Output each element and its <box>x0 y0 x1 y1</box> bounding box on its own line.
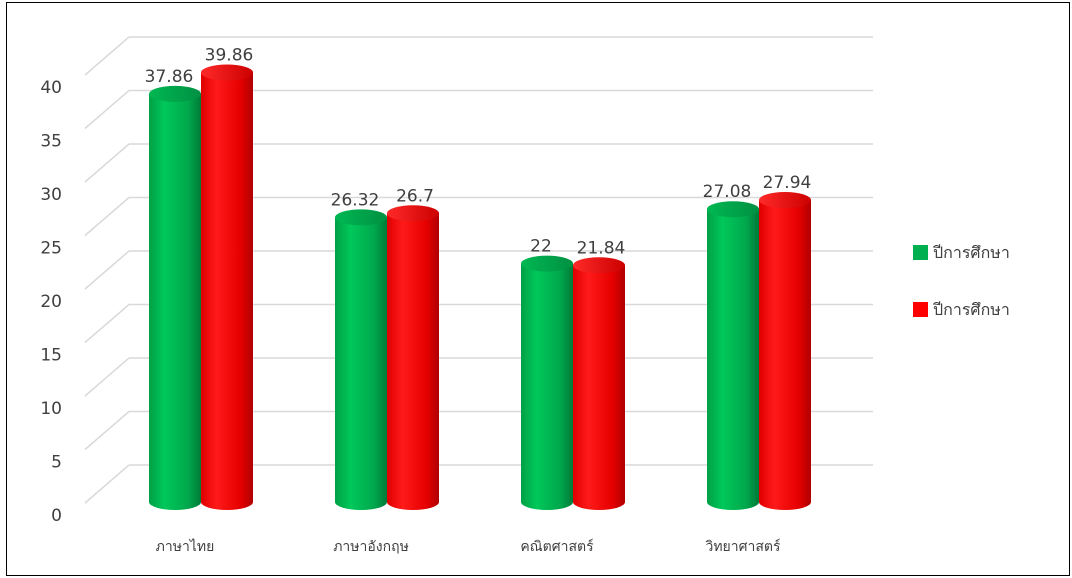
gridline-diagonal <box>84 36 130 76</box>
data-label: 39.86 <box>205 45 254 65</box>
bar-body <box>201 72 253 511</box>
bar-body <box>387 213 439 510</box>
bar-body <box>335 217 387 510</box>
bar-body <box>149 93 201 510</box>
bar-body <box>707 209 759 510</box>
bar-body <box>573 265 625 510</box>
bar-body <box>521 263 573 510</box>
y-tick-label: 5 <box>51 453 62 473</box>
data-label: 26.7 <box>396 186 434 206</box>
bar-body <box>759 200 811 511</box>
legend-swatch <box>913 302 928 317</box>
y-tick-label: 30 <box>40 185 62 205</box>
data-label: 22 <box>530 237 552 257</box>
gridline-diagonal <box>84 357 130 397</box>
bar-cap <box>707 201 759 218</box>
bar-cap <box>521 255 573 272</box>
gridline-diagonal <box>84 250 130 290</box>
category-label: ภาษาอังกฤษ <box>333 539 409 555</box>
y-tick-label: 25 <box>40 239 62 259</box>
data-label: 27.08 <box>703 182 752 202</box>
bar-3-1 <box>759 192 811 511</box>
bar-1-0 <box>335 209 387 510</box>
gridline-diagonal <box>84 196 130 237</box>
bar-cap <box>573 257 625 274</box>
bar-0-0 <box>149 85 201 510</box>
bar-0-1 <box>201 64 253 511</box>
bar-2-1 <box>573 257 625 510</box>
gridline-40 <box>84 36 873 76</box>
y-axis-tick-labels: 0 5 10 15 20 25 30 35 40 <box>40 78 62 526</box>
gridline-diagonal <box>84 464 130 504</box>
bar-cap <box>759 192 811 209</box>
y-tick-label: 0 <box>51 506 62 526</box>
x-axis-category-labels: ภาษาไทย ภาษาอังกฤษ คณิตศาสตร์ วิทยาศาสตร์ <box>156 538 781 555</box>
bar-chart: 0 5 10 15 20 25 30 35 40 37.86 39.86 26.32 26.7 22 21… <box>40 36 1010 555</box>
bar-3-0 <box>707 201 759 510</box>
legend-item-0: ปีการศึกษา <box>913 243 1010 262</box>
bar-cap <box>149 85 201 102</box>
y-tick-label: 35 <box>40 132 62 152</box>
y-tick-label: 15 <box>40 346 62 366</box>
gridline-diagonal <box>84 303 130 344</box>
data-label: 27.94 <box>763 173 812 193</box>
gridline-diagonal <box>84 143 130 183</box>
gridline-diagonal <box>84 89 130 130</box>
bars <box>149 64 811 511</box>
y-tick-label: 10 <box>40 399 62 419</box>
legend-label: ปีการศึกษา <box>933 300 1010 319</box>
bar-cap <box>201 64 253 81</box>
category-label: ภาษาไทย <box>156 538 215 555</box>
chart-frame: 0 5 10 15 20 25 30 35 40 37.86 39.86 26.32 26.7 22 21… <box>6 2 1070 576</box>
data-labels: 37.86 39.86 26.32 26.7 22 21.84 27.08 27.94 <box>145 45 812 258</box>
data-label: 37.86 <box>145 67 194 87</box>
data-label: 21.84 <box>577 238 626 258</box>
data-label: 26.32 <box>331 190 380 210</box>
category-label: คณิตศาสตร์ <box>520 538 594 555</box>
y-tick-label: 20 <box>40 292 62 312</box>
legend-label: ปีการศึกษา <box>933 243 1010 262</box>
y-tick-label: 40 <box>40 78 62 98</box>
bar-cap <box>335 209 387 226</box>
legend-swatch <box>913 245 928 260</box>
gridline-diagonal <box>84 410 130 451</box>
bar-1-1 <box>387 205 439 510</box>
bar-cap <box>387 205 439 222</box>
category-label: วิทยาศาสตร์ <box>705 538 781 555</box>
legend-item-1: ปีการศึกษา <box>913 300 1010 319</box>
bar-2-0 <box>521 255 573 510</box>
